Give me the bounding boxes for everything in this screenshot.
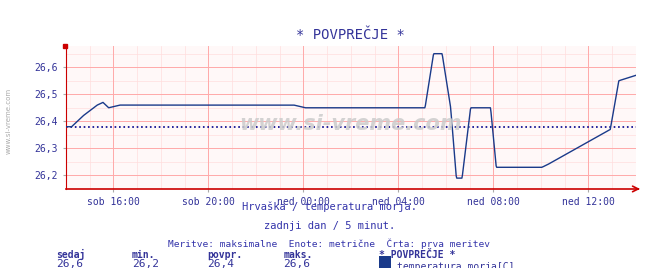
Text: 26,2: 26,2 <box>132 259 159 268</box>
Text: www.si-vreme.com: www.si-vreme.com <box>5 88 12 154</box>
Text: www.si-vreme.com: www.si-vreme.com <box>240 114 462 135</box>
Text: sedaj: sedaj <box>56 249 86 260</box>
Text: 26,6: 26,6 <box>283 259 310 268</box>
Text: * POVPREČJE *: * POVPREČJE * <box>379 250 455 260</box>
Text: 26,6: 26,6 <box>56 259 83 268</box>
Text: 26,4: 26,4 <box>208 259 235 268</box>
Title: * POVPREČJE *: * POVPREČJE * <box>297 28 405 42</box>
Text: Meritve: maksimalne  Enote: metrične  Črta: prva meritev: Meritve: maksimalne Enote: metrične Črta… <box>169 238 490 248</box>
Text: maks.: maks. <box>283 250 313 260</box>
Text: Hrvaška / temperatura morja.: Hrvaška / temperatura morja. <box>242 202 417 212</box>
Text: povpr.: povpr. <box>208 250 243 260</box>
Text: zadnji dan / 5 minut.: zadnji dan / 5 minut. <box>264 221 395 231</box>
Text: min.: min. <box>132 250 156 260</box>
Text: temperatura morja[C]: temperatura morja[C] <box>397 262 514 268</box>
